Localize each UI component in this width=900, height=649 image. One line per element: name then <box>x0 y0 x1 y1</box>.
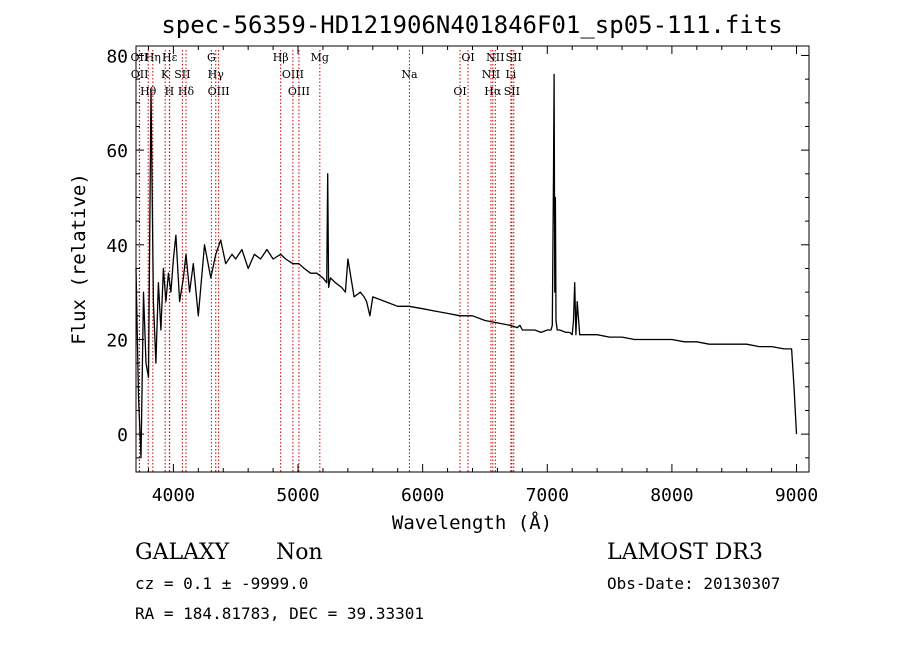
line-label-hγ: Hγ <box>208 68 225 81</box>
line-label-g: G <box>207 51 216 64</box>
obs-date-text: Obs-Date: 20130307 <box>607 574 780 593</box>
class-label: GALAXY <box>135 540 230 565</box>
y-axis-label: Flux (relative) <box>68 173 90 345</box>
subclass-label: Non <box>276 540 323 565</box>
line-label-oi: OI <box>453 85 466 98</box>
coordinates-text: RA = 184.81783, DEC = 39.33301 <box>135 604 424 623</box>
line-label-oiii: OIII <box>208 85 230 98</box>
x-tick-label: 4000 <box>152 485 195 506</box>
x-tick-label: 5000 <box>276 485 319 506</box>
x-tick-label: 9000 <box>775 485 818 506</box>
line-label-k: K <box>161 68 170 81</box>
line-label-hε: Hε <box>162 51 178 64</box>
line-label-sii: SII <box>504 85 520 98</box>
y-tick-label: 80 <box>106 46 128 67</box>
line-label-h: H <box>165 85 175 98</box>
line-label-hη: Hη <box>145 51 161 64</box>
line-label-oii: OII <box>131 51 149 64</box>
line-label-oi: OI <box>461 51 474 64</box>
line-label-hθ: Hθ <box>140 85 157 98</box>
line-label-oiii: OIII <box>288 85 310 98</box>
line-label-hα: Hα <box>484 85 502 98</box>
y-axis-ticks: 0 20 40 60 80 <box>106 46 809 459</box>
chart-title: spec-56359-HD121906N401846F01_sp05-111.f… <box>161 11 782 39</box>
line-label-na: Na <box>401 68 418 81</box>
spectrum-series-line <box>135 73 798 459</box>
line-label-li: Li <box>505 68 516 81</box>
x-tick-label: 6000 <box>401 485 444 506</box>
y-tick-label: 0 <box>117 425 128 446</box>
line-label-sii: SII <box>506 51 522 64</box>
y-tick-label: 40 <box>106 236 128 257</box>
y-tick-label: 20 <box>106 330 128 351</box>
line-label-nii: NII <box>482 68 500 81</box>
x-tick-label: 8000 <box>650 485 693 506</box>
line-label-hβ: Hβ <box>273 51 289 64</box>
spectral-line-markers <box>138 50 515 472</box>
x-axis-label: Wavelength (Å) <box>392 511 552 534</box>
line-label-sii: SII <box>174 68 190 81</box>
y-tick-label: 60 <box>106 141 128 162</box>
line-label-mg: Mg <box>311 51 329 64</box>
line-label-hδ: Hδ <box>178 85 195 98</box>
redshift-text: cz = 0.1 ± -9999.0 <box>135 574 308 593</box>
line-label-oiii: OIII <box>282 68 304 81</box>
plot-frame <box>135 45 810 473</box>
x-tick-label: 7000 <box>526 485 569 506</box>
survey-label: LAMOST DR3 <box>607 540 763 565</box>
line-label-nii: NII <box>486 51 504 64</box>
x-axis-ticks: 4000 5000 6000 7000 8000 9000 <box>147 46 818 506</box>
line-label-oii: OII <box>131 68 149 81</box>
